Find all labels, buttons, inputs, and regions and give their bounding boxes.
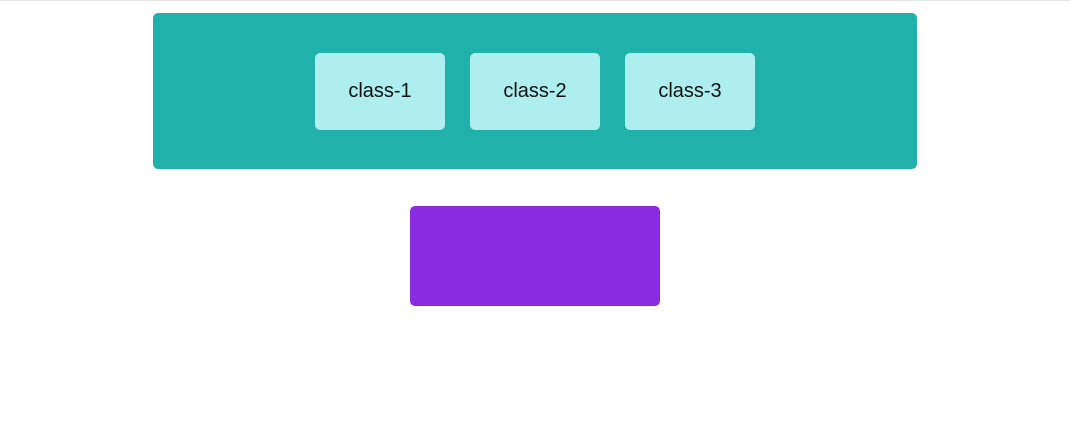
class-panel: class-1 class-2 class-3	[153, 13, 917, 169]
target-box[interactable]	[410, 206, 660, 306]
top-divider	[0, 0, 1070, 1]
class-1-chip[interactable]: class-1	[315, 52, 445, 130]
class-2-chip[interactable]: class-2	[470, 52, 600, 130]
class-3-chip[interactable]: class-3	[625, 52, 755, 130]
